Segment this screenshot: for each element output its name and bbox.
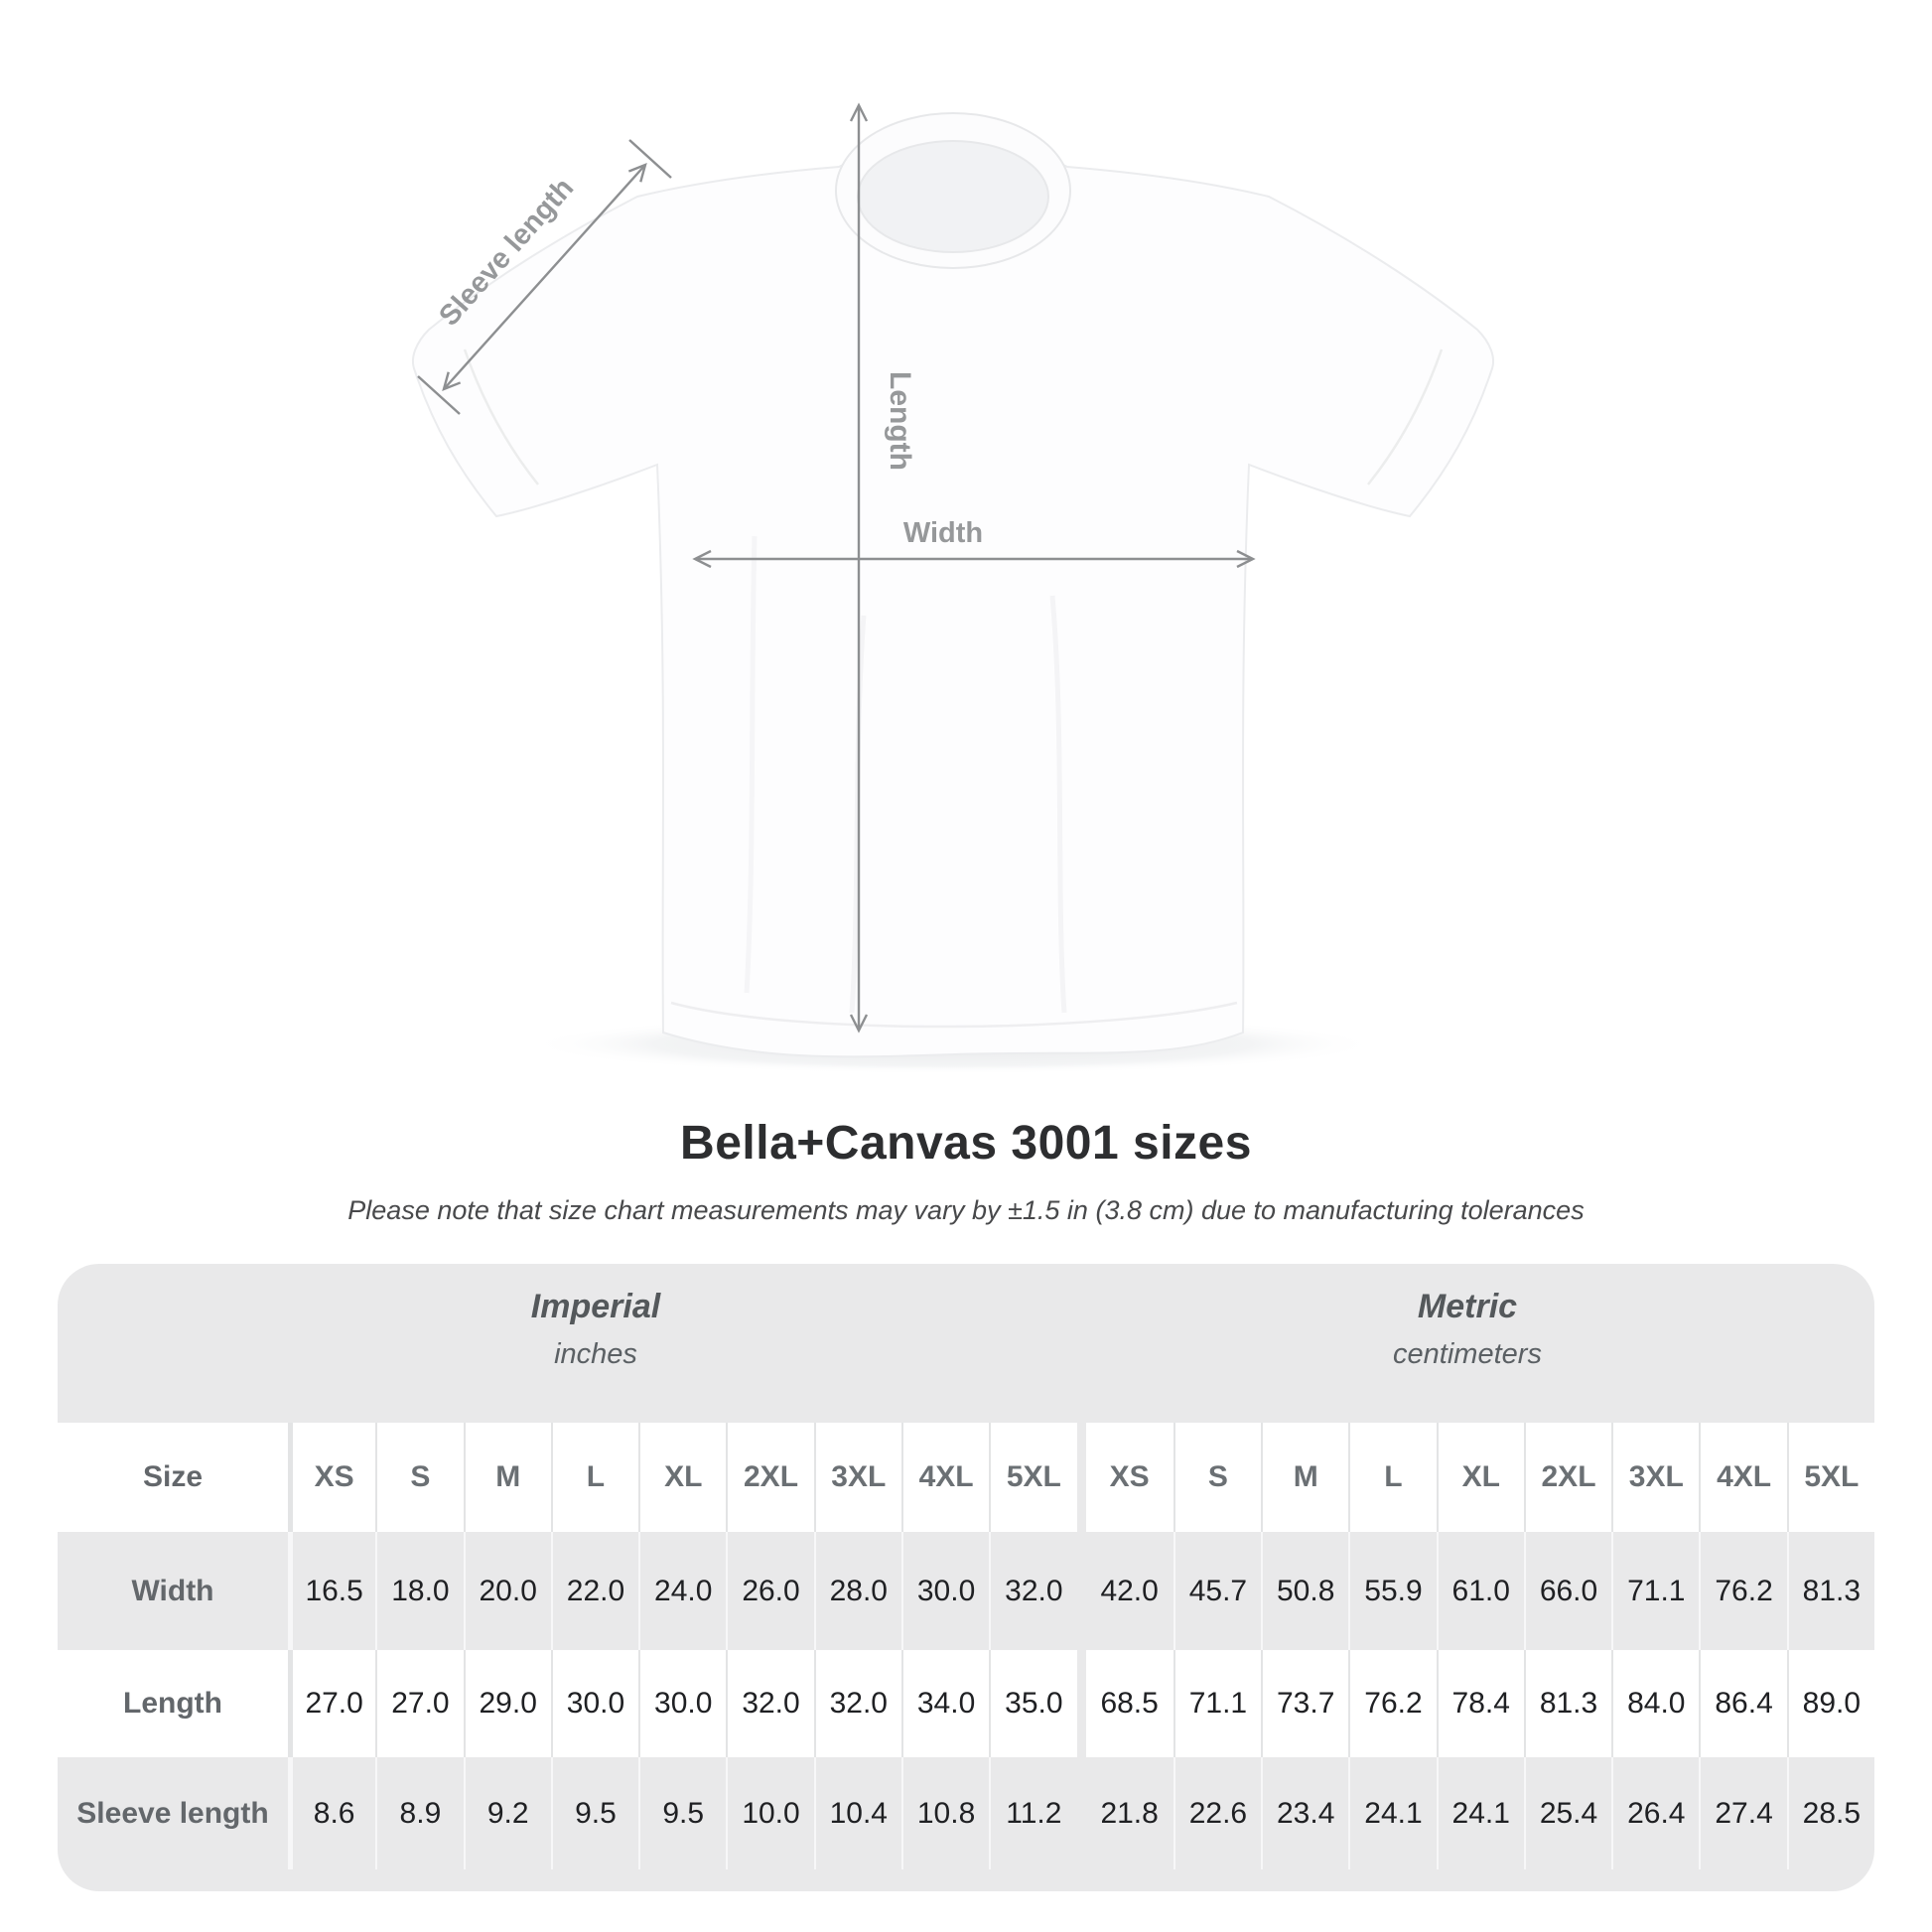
size-header-cell: XL xyxy=(638,1423,726,1532)
table-cell: 35.0 xyxy=(989,1650,1076,1757)
table-cell: 10.8 xyxy=(900,1757,989,1869)
row-label: Width xyxy=(131,1574,214,1607)
table-row-width: Width 16.5 18.0 20.0 22.0 24.0 26.0 28.0… xyxy=(58,1532,1874,1650)
page-title: Bella+Canvas 3001 sizes xyxy=(680,1117,1252,1170)
table-cell: 30.0 xyxy=(550,1650,638,1757)
table-cell: 66.0 xyxy=(1523,1532,1611,1650)
table-cell: 16.5 xyxy=(288,1532,375,1650)
table-cell: 29.0 xyxy=(463,1650,551,1757)
metric-label: Metric xyxy=(1417,1288,1518,1325)
table-cell: 23.4 xyxy=(1261,1757,1348,1869)
table-cell: 84.0 xyxy=(1611,1650,1699,1757)
size-column-header: Size xyxy=(142,1460,204,1493)
size-table: Imperial inches Metric centimeters Size … xyxy=(58,1264,1874,1891)
table-cell: 27.0 xyxy=(375,1650,463,1757)
table-cell: 24.1 xyxy=(1348,1757,1436,1869)
table-cell: 45.7 xyxy=(1173,1532,1261,1650)
size-header-cell: 4XL xyxy=(1699,1423,1786,1532)
size-header-cell: L xyxy=(550,1423,638,1532)
table-cell: 30.0 xyxy=(900,1532,989,1650)
size-header-cell: XS xyxy=(288,1423,375,1532)
table-cell: 26.4 xyxy=(1611,1757,1699,1869)
table-cell: 25.4 xyxy=(1523,1757,1611,1869)
table-cell: 24.1 xyxy=(1436,1757,1524,1869)
group-gap xyxy=(1076,1532,1086,1650)
size-header-cell: 5XL xyxy=(989,1423,1076,1532)
table-cell: 71.1 xyxy=(1173,1650,1261,1757)
table-cell: 81.3 xyxy=(1523,1650,1611,1757)
table-cell: 26.0 xyxy=(726,1532,813,1650)
table-cell: 32.0 xyxy=(989,1532,1076,1650)
table-cell: 42.0 xyxy=(1100,1574,1159,1607)
table-cell: 11.2 xyxy=(989,1757,1076,1869)
table-cell: 68.5 xyxy=(1100,1687,1159,1720)
group-gap xyxy=(1076,1423,1086,1532)
table-cell: 71.1 xyxy=(1611,1532,1699,1650)
table-header-row: Size XS S M L XL 2XL 3XL 4XL 5XL XS S M … xyxy=(58,1423,1874,1532)
imperial-label: Imperial xyxy=(530,1288,661,1325)
table-cell: 22.6 xyxy=(1173,1757,1261,1869)
table-cell: 30.0 xyxy=(638,1650,726,1757)
table-cell: 61.0 xyxy=(1436,1532,1524,1650)
table-cell: 9.5 xyxy=(550,1757,638,1869)
table-cell: 27.0 xyxy=(288,1650,375,1757)
table-cell: 20.0 xyxy=(463,1532,551,1650)
size-header-cell: XL xyxy=(1436,1423,1524,1532)
table-cell: 28.0 xyxy=(813,1532,901,1650)
metric-group-header: Metric centimeters xyxy=(1393,1288,1542,1371)
size-header-cell: L xyxy=(1348,1423,1436,1532)
table-cell: 9.2 xyxy=(463,1757,551,1869)
metric-unit: centimeters xyxy=(1393,1338,1542,1370)
table-cell: 86.4 xyxy=(1699,1650,1786,1757)
table-cell: 28.5 xyxy=(1786,1757,1874,1869)
table-row-length: Length 27.0 27.0 29.0 30.0 30.0 32.0 32.… xyxy=(58,1650,1874,1757)
table-cell: 8.9 xyxy=(375,1757,463,1869)
imperial-group-header: Imperial inches xyxy=(531,1288,660,1371)
imperial-unit: inches xyxy=(554,1338,637,1370)
size-header-cell: 2XL xyxy=(1523,1423,1611,1532)
table-cell: 10.4 xyxy=(813,1757,901,1869)
table-row-sleeve-length: Sleeve length 8.6 8.9 9.2 9.5 9.5 10.0 1… xyxy=(58,1757,1874,1869)
table-cell: 22.0 xyxy=(550,1532,638,1650)
table-cell: 32.0 xyxy=(813,1650,901,1757)
size-header-cell: XS xyxy=(1109,1460,1150,1493)
group-gap xyxy=(1076,1650,1086,1757)
table-cell: 32.0 xyxy=(726,1650,813,1757)
length-label: Length xyxy=(884,371,916,471)
table-cell: 10.0 xyxy=(726,1757,813,1869)
table-cell: 89.0 xyxy=(1786,1650,1874,1757)
size-header-cell: S xyxy=(1173,1423,1261,1532)
table-cell: 76.2 xyxy=(1348,1650,1436,1757)
size-header-cell: 3XL xyxy=(1611,1423,1699,1532)
table-cell: 34.0 xyxy=(900,1650,989,1757)
page-subtitle: Please note that size chart measurements… xyxy=(347,1195,1585,1225)
size-header-cell: 4XL xyxy=(900,1423,989,1532)
tshirt-illustration xyxy=(411,112,1495,1074)
group-gap xyxy=(1076,1757,1086,1869)
tshirt-diagram: Length Width Sleeve length xyxy=(411,102,1495,1074)
table-cell: 18.0 xyxy=(375,1532,463,1650)
table-cell: 78.4 xyxy=(1436,1650,1524,1757)
table-cell: 27.4 xyxy=(1699,1757,1786,1869)
table-cell: 8.6 xyxy=(288,1757,375,1869)
table-cell: 81.3 xyxy=(1786,1532,1874,1650)
table-cell: 73.7 xyxy=(1261,1650,1348,1757)
row-label: Sleeve length xyxy=(76,1796,269,1830)
size-header-cell: M xyxy=(1261,1423,1348,1532)
size-header-cell: S xyxy=(375,1423,463,1532)
table-cell: 76.2 xyxy=(1699,1532,1786,1650)
size-header-cell: 3XL xyxy=(813,1423,901,1532)
size-header-cell: M xyxy=(463,1423,551,1532)
row-label: Length xyxy=(123,1687,222,1720)
table-cell: 24.0 xyxy=(638,1532,726,1650)
size-header-cell: 2XL xyxy=(726,1423,813,1532)
width-label: Width xyxy=(903,517,983,549)
table-cell: 50.8 xyxy=(1261,1532,1348,1650)
width-dimension-arrow: Width xyxy=(692,517,1256,569)
size-header-cell: 5XL xyxy=(1786,1423,1874,1532)
table-cell: 9.5 xyxy=(638,1757,726,1869)
table-cell: 21.8 xyxy=(1100,1796,1159,1830)
table-cell: 55.9 xyxy=(1348,1532,1436,1650)
